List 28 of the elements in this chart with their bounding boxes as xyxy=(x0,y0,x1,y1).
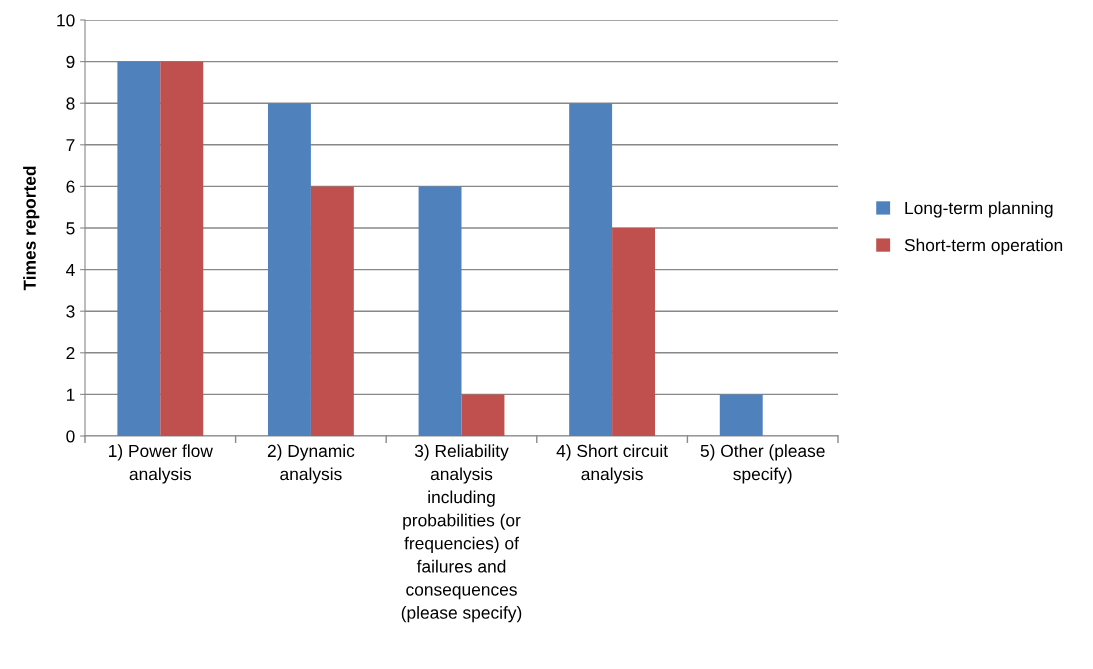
y-tick-label: 9 xyxy=(66,55,75,69)
x-tick-label: 4) Short circuit analysis xyxy=(556,444,668,484)
y-tick-label: 3 xyxy=(66,305,75,318)
y-axis-title: Times reported xyxy=(23,166,40,291)
bar xyxy=(719,394,763,436)
bar xyxy=(267,103,311,436)
x-tick-label: 1) Power flow analysis xyxy=(109,444,213,484)
bar xyxy=(461,394,505,436)
legend-label: Long-term planning xyxy=(905,201,1053,218)
legend-label: Short-term operation xyxy=(904,238,1063,255)
y-tick-label: 6 xyxy=(66,180,75,193)
y-tick-label: 0 xyxy=(66,430,75,443)
bar xyxy=(117,61,161,436)
y-tick-label: 1 xyxy=(66,388,75,401)
y-tick-label: 5 xyxy=(66,222,75,235)
y-tick-label: 8 xyxy=(66,97,75,110)
x-tick-label: 5) Other (please specify) xyxy=(700,444,825,484)
y-tick-label: 2 xyxy=(66,346,75,360)
bar xyxy=(310,186,354,436)
y-tick-label: 4 xyxy=(66,263,75,276)
bar xyxy=(612,228,656,436)
x-tick-label: 2) Dynamic analysis xyxy=(267,444,355,484)
x-tick-label: 3) Reliability analysis including probabilities (or frequencies) of failures and consequences (please specify) xyxy=(401,444,522,623)
bar xyxy=(160,61,204,436)
bar xyxy=(418,186,462,436)
y-tick-label: 10 xyxy=(57,14,75,27)
bar xyxy=(569,103,613,436)
y-tick-label: 7 xyxy=(66,139,75,152)
